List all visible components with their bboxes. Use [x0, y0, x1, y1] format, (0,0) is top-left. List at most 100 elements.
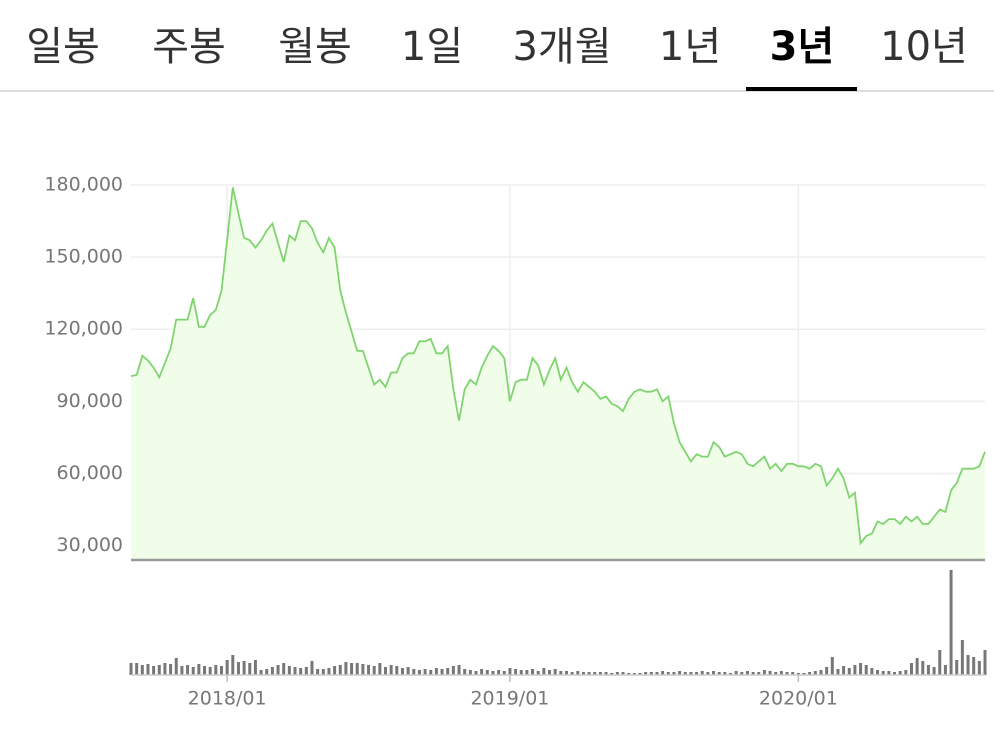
- volume-bar: [570, 672, 574, 675]
- volume-bar: [423, 669, 427, 675]
- x-tick-label: 2018/01: [188, 688, 267, 710]
- volume-bar: [259, 670, 263, 675]
- volume-bar: [876, 670, 880, 675]
- volume-bar: [813, 671, 817, 675]
- area-fill: [131, 187, 985, 560]
- volume-bar: [802, 673, 806, 675]
- y-tick-label: 30,000: [57, 534, 123, 556]
- active-tab-underline: [746, 87, 857, 91]
- volume-bar: [270, 667, 274, 675]
- volume-bar: [689, 672, 693, 675]
- volume-bar: [683, 672, 687, 675]
- volume-bar: [299, 668, 303, 675]
- volume-bar: [338, 665, 342, 675]
- volume-bar: [180, 666, 184, 675]
- volume-bar: [519, 670, 523, 675]
- volume-bar: [706, 672, 710, 675]
- volume-bar: [943, 665, 947, 675]
- volume-bar: [898, 671, 902, 675]
- volume-bar: [491, 671, 495, 675]
- volume-bar: [712, 671, 716, 675]
- volume-bar: [129, 663, 133, 675]
- volume-bar: [842, 666, 846, 675]
- volume-bar: [429, 670, 433, 675]
- volume-bar: [909, 663, 913, 675]
- tab[interactable]: 주봉: [152, 24, 226, 70]
- volume-bar: [949, 570, 953, 675]
- volume-bar: [977, 661, 981, 675]
- volume-bar: [355, 663, 359, 675]
- volume-bar: [236, 662, 240, 675]
- tab[interactable]: 일봉: [26, 24, 100, 70]
- volume-bar: [316, 669, 320, 675]
- y-tick-label: 180,000: [44, 174, 123, 196]
- volume-bar: [700, 671, 704, 675]
- volume-bar: [757, 672, 761, 675]
- y-tick-label: 150,000: [44, 246, 123, 268]
- volume-bar: [774, 672, 778, 675]
- volume-bar: [932, 667, 936, 675]
- volume-bar: [536, 671, 540, 675]
- volume-bar: [791, 672, 795, 675]
- volume-bar: [395, 666, 399, 675]
- volume-bar: [904, 670, 908, 675]
- volume-bar: [457, 665, 461, 675]
- volume-bar: [417, 670, 421, 675]
- volume-bar: [661, 671, 665, 675]
- volume-bar: [678, 671, 682, 675]
- volume-bar: [333, 666, 337, 675]
- volume-bar: [434, 668, 438, 675]
- volume-bar: [553, 669, 557, 675]
- tab[interactable]: 월봉: [278, 24, 352, 70]
- volume-bar: [157, 665, 161, 675]
- volume-bar: [321, 669, 325, 675]
- volume-bar: [938, 650, 942, 675]
- volume-bar: [378, 663, 382, 675]
- volume-bar: [265, 669, 269, 675]
- volume-bar: [389, 665, 393, 675]
- volume-bar: [350, 663, 354, 675]
- volume-bar: [921, 661, 925, 675]
- tab[interactable]: 1년: [658, 24, 722, 70]
- volume-bar: [666, 672, 670, 675]
- volume-bar: [576, 671, 580, 675]
- volume-bar: [751, 672, 755, 675]
- volume-bar: [717, 672, 721, 675]
- volume-bar: [581, 672, 585, 675]
- volume-bar: [214, 665, 218, 675]
- volume-bar: [152, 666, 156, 675]
- volume-bar: [242, 661, 246, 675]
- volume-bar: [463, 669, 467, 675]
- volume-bar: [525, 670, 529, 675]
- volume-bar: [140, 665, 144, 675]
- volume-bar: [966, 655, 970, 675]
- tab[interactable]: 3년: [769, 24, 835, 70]
- tab[interactable]: 1일: [400, 24, 464, 70]
- volume-bar: [174, 658, 178, 675]
- volume-bar: [695, 672, 699, 675]
- volume-bar: [610, 673, 614, 675]
- volume-bar: [219, 666, 223, 675]
- y-tick-label: 120,000: [44, 318, 123, 340]
- volume-bar: [598, 672, 602, 675]
- volume-bar: [548, 670, 552, 675]
- tab[interactable]: 3개월: [512, 24, 612, 70]
- volume-bar: [564, 671, 568, 675]
- volume-bar: [502, 671, 506, 675]
- volume-bar: [508, 668, 512, 675]
- volume-bar: [412, 669, 416, 675]
- volume-bar: [621, 672, 625, 675]
- volume-bar: [745, 671, 749, 675]
- volume-bar: [276, 665, 280, 675]
- volume-bar: [231, 655, 235, 675]
- volume-bar: [304, 667, 308, 675]
- volume-bar: [644, 672, 648, 675]
- volume-bar: [627, 673, 631, 675]
- tab[interactable]: 10년: [880, 24, 968, 70]
- volume-bar: [615, 672, 619, 675]
- volume-bar: [197, 664, 201, 675]
- volume-bar: [468, 670, 472, 675]
- volume-bar: [955, 660, 959, 675]
